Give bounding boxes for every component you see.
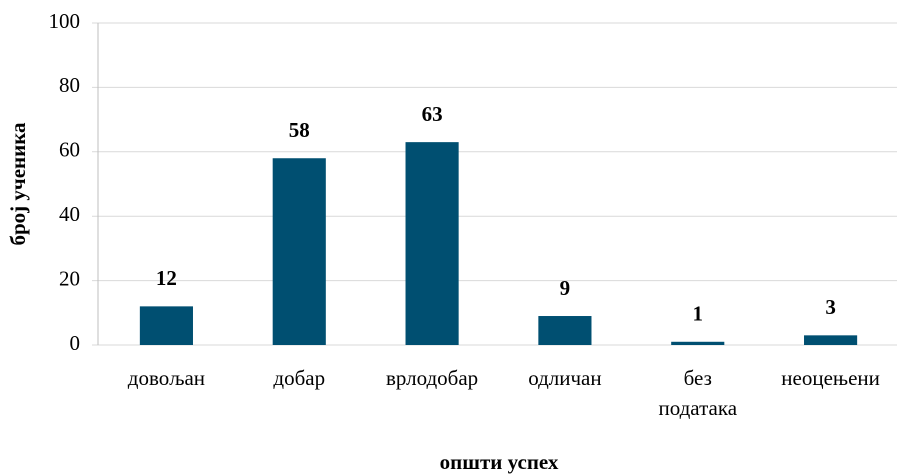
bar xyxy=(804,335,858,345)
y-axis-title: број ученика xyxy=(6,122,30,246)
bar xyxy=(272,158,326,345)
y-tick-label: 100 xyxy=(49,9,81,33)
x-tick-label: одличан xyxy=(528,366,601,390)
x-tick-label: неоцењени xyxy=(781,366,880,390)
bar xyxy=(139,306,193,345)
y-tick-label: 80 xyxy=(59,73,80,97)
data-label: 1 xyxy=(693,302,704,326)
x-tick-label: врлодобар xyxy=(386,366,478,390)
data-label: 12 xyxy=(156,266,177,290)
x-tick-label: довољан xyxy=(128,366,205,390)
data-label: 9 xyxy=(560,276,571,300)
y-tick-label: 20 xyxy=(59,266,80,290)
data-label: 58 xyxy=(289,118,310,142)
data-label: 63 xyxy=(422,102,443,126)
x-tick-label: без података xyxy=(658,366,737,420)
x-axis-title: општи успех xyxy=(440,450,559,474)
data-label: 3 xyxy=(825,295,836,319)
bar xyxy=(405,142,459,345)
bar xyxy=(671,341,725,345)
y-tick-label: 60 xyxy=(59,138,80,162)
y-tick-label: 0 xyxy=(70,331,81,355)
y-tick-label: 40 xyxy=(59,202,80,226)
x-tick-label: добар xyxy=(273,366,325,390)
bar xyxy=(538,316,592,345)
